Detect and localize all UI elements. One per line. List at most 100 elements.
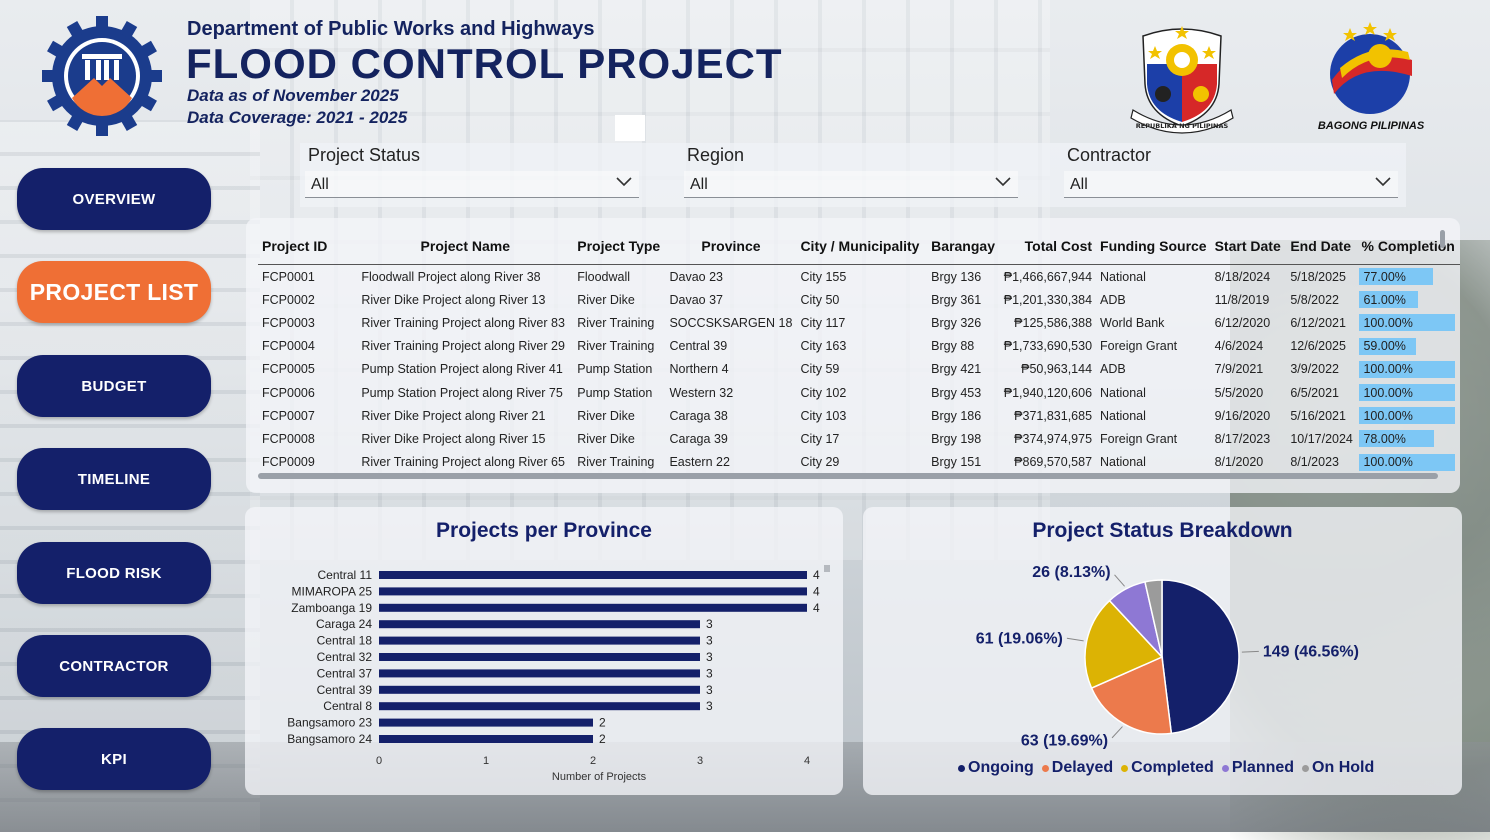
- nav-overview-button[interactable]: OVERVIEW: [17, 168, 211, 230]
- x-tick-label: 4: [804, 755, 810, 767]
- table-cell-name: River Training Project along River 83: [361, 315, 565, 330]
- chart-scrollbar[interactable]: [824, 565, 830, 572]
- horizontal-scrollbar[interactable]: [258, 473, 1438, 479]
- nav-budget-button[interactable]: BUDGET: [17, 355, 211, 417]
- table-cell-province: Northern 4: [669, 362, 729, 377]
- bagong-pilipinas-text: BAGONG PILIPINAS: [1317, 120, 1425, 132]
- table-row[interactable]: FCP0002 River Dike Project along River 13…: [258, 288, 1460, 311]
- table-cell-completion: 100.00%: [1357, 311, 1460, 334]
- completion-value: 78.00%: [1363, 431, 1406, 446]
- project-status-slicer: Project Status All: [300, 143, 640, 198]
- bar: [379, 685, 700, 694]
- legend-item[interactable]: Completed: [1121, 759, 1214, 777]
- table-cell-brgy: Brgy 421: [931, 362, 982, 377]
- table-cell-city: City 29: [800, 455, 840, 470]
- legend-item[interactable]: Delayed: [1041, 759, 1113, 777]
- slicer-value: All: [311, 176, 329, 193]
- filter-bar: Project Status All Region All Contractor…: [300, 143, 1406, 207]
- column-header-end-date[interactable]: End Date: [1286, 228, 1358, 265]
- table-cell-id: FCP0004: [262, 339, 315, 354]
- completion-value: 100.00%: [1363, 408, 1413, 423]
- table-cell-end: 12/6/2025: [1290, 339, 1346, 354]
- chevron-down-icon: [1375, 177, 1391, 187]
- table-row[interactable]: FCP0006 Pump Station Project along River …: [258, 381, 1460, 404]
- table-cell-start: 5/5/2020: [1214, 385, 1264, 400]
- bar-value-label: 2: [599, 716, 606, 730]
- region-dropdown[interactable]: All: [684, 171, 1018, 198]
- table-cell-completion: 77.00%: [1357, 265, 1460, 289]
- table-cell-id: FCP0003: [262, 315, 315, 330]
- table-row[interactable]: FCP0005 Pump Station Project along River …: [258, 358, 1460, 381]
- table-cell-start: 8/1/2020: [1214, 455, 1264, 470]
- completion-bar: [1359, 430, 1435, 448]
- table-cell-fund: ADB: [1100, 362, 1126, 377]
- nav-timeline-button[interactable]: TIMELINE: [17, 448, 211, 510]
- bar: [379, 735, 593, 743]
- table-header-row: Project ID Project Name Project Type Pro…: [258, 228, 1460, 265]
- column-header-start-date[interactable]: Start Date: [1210, 228, 1287, 265]
- legend-dot: [1121, 764, 1129, 772]
- column-header-funding-source[interactable]: Funding Source: [1096, 228, 1211, 265]
- contractor-dropdown[interactable]: All: [1064, 171, 1398, 198]
- column-header-project-name[interactable]: Project Name: [357, 228, 574, 265]
- pie-slice[interactable]: [1161, 579, 1240, 735]
- table-cell-cost: ₱50,963,144: [1021, 362, 1093, 377]
- table-cell-end: 3/9/2022: [1290, 362, 1339, 377]
- table-cell-city: City 155: [800, 269, 847, 284]
- table-row[interactable]: FCP0007 River Dike Project along River 21…: [258, 404, 1460, 427]
- table-row[interactable]: FCP0009 River Training Project along Rive…: [258, 451, 1460, 474]
- column-header-project-id[interactable]: Project ID: [258, 228, 358, 265]
- column-header-city[interactable]: City / Municipality: [796, 228, 928, 265]
- table-row[interactable]: FCP0004 River Training Project along Rive…: [258, 335, 1460, 358]
- table-cell-type: River Dike: [577, 431, 635, 446]
- bar-value-label: 3: [706, 666, 713, 680]
- table-cell-city: City 50: [800, 292, 840, 307]
- bar-value-label: 2: [599, 732, 606, 746]
- column-header-project-type[interactable]: Project Type: [573, 228, 666, 265]
- legend-dot: [958, 764, 965, 772]
- pie-slice[interactable]: [1084, 599, 1164, 690]
- table-row[interactable]: FCP0003 River Training Project along Rive…: [258, 311, 1460, 334]
- data-coverage: Data Coverage: 2021 - 2025: [187, 108, 408, 127]
- column-header-barangay[interactable]: Barangay: [927, 228, 1000, 265]
- table-cell-type: River Training: [577, 315, 655, 330]
- table-row[interactable]: FCP0001 Floodwall Project along River 38 F…: [258, 265, 1460, 289]
- legend-item[interactable]: On Hold: [1302, 759, 1374, 777]
- table-cell-start: 7/9/2021: [1214, 362, 1264, 377]
- bar: [379, 653, 700, 661]
- pie-slice[interactable]: [1144, 579, 1163, 658]
- legend-item[interactable]: Ongoing: [958, 759, 1034, 777]
- project-status-dropdown[interactable]: All: [305, 171, 639, 198]
- completion-bar: [1359, 314, 1456, 332]
- column-header-province[interactable]: Province: [665, 228, 797, 265]
- table-cell-fund: Foreign Grant: [1100, 339, 1178, 354]
- table-cell-name: Pump Station Project along River 75: [361, 385, 563, 400]
- legend-dot: [1041, 764, 1049, 772]
- bar: [379, 718, 593, 727]
- table-cell-start: 4/6/2024: [1214, 339, 1264, 354]
- slicer-label: Project Status: [308, 145, 421, 165]
- table-row[interactable]: FCP0008 River Dike Project along River 15…: [258, 427, 1460, 450]
- table-cell-id: FCP0009: [262, 455, 315, 470]
- project-list-table: Project ID Project Name Project Type Pro…: [258, 228, 1460, 474]
- nav-flood-risk-button[interactable]: FLOOD RISK: [17, 542, 211, 604]
- table-cell-completion: 100.00%: [1357, 381, 1460, 404]
- legend-label: Completed: [1131, 759, 1214, 776]
- nav-kpi-button[interactable]: KPI: [17, 728, 211, 790]
- nav-contractor-button[interactable]: CONTRACTOR: [17, 635, 211, 697]
- bar-value-label: 3: [706, 683, 713, 697]
- pie-chart-title: Project Status Breakdown: [1032, 519, 1293, 542]
- table-cell-end: 5/18/2025: [1290, 269, 1346, 284]
- x-tick-label: 0: [376, 755, 382, 767]
- table-cell-type: River Dike: [577, 292, 635, 307]
- vertical-scrollbar[interactable]: [1440, 230, 1445, 248]
- legend-item[interactable]: Planned: [1221, 759, 1294, 777]
- column-header-total-cost[interactable]: Total Cost: [999, 228, 1097, 265]
- table-cell-cost: ₱1,940,120,606: [1003, 385, 1093, 400]
- pie-slice[interactable]: [1090, 655, 1173, 735]
- table-cell-name: River Dike Project along River 15: [361, 431, 546, 446]
- table-body: FCP0001 Floodwall Project along River 38 F…: [258, 265, 1460, 474]
- table-cell-cost: ₱125,586,388: [1014, 315, 1093, 330]
- bar: [379, 571, 807, 579]
- nav-project-list-button[interactable]: PROJECT LIST: [17, 261, 211, 323]
